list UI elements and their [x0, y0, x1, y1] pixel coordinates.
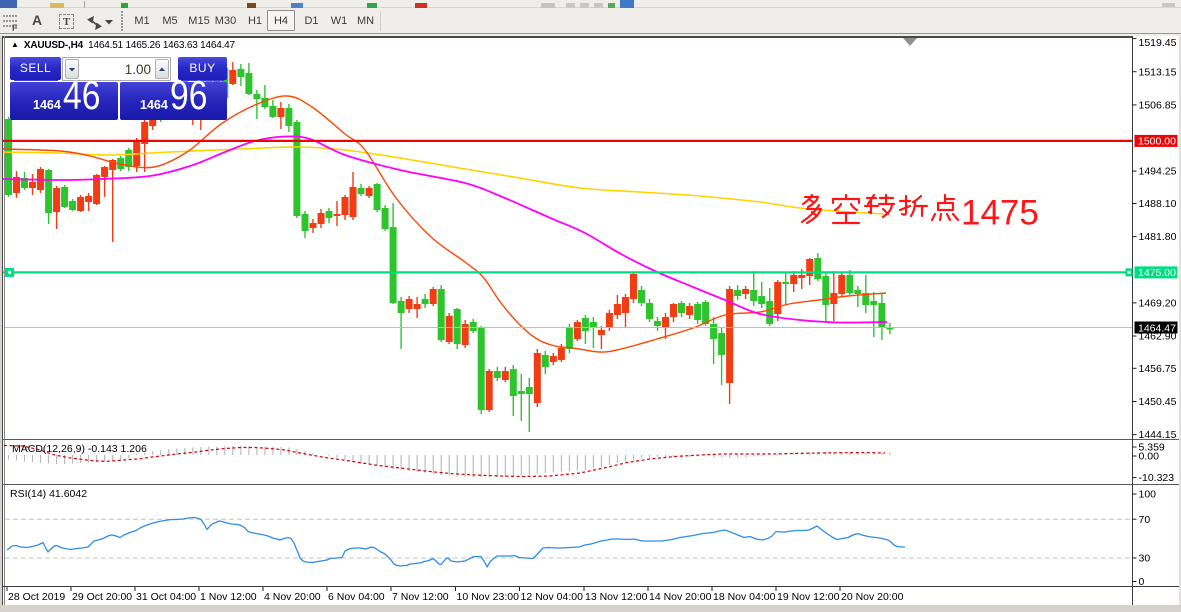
svg-text:1456.75: 1456.75: [1139, 363, 1177, 375]
svg-text:100: 100: [1139, 489, 1157, 501]
svg-text:1494.25: 1494.25: [1139, 166, 1177, 178]
svg-text:1444.15: 1444.15: [1139, 429, 1177, 441]
svg-text:5.359: 5.359: [1139, 442, 1165, 454]
svg-text:1475: 1475: [961, 194, 1039, 233]
svg-text:1464.47: 1464.47: [1138, 322, 1176, 334]
svg-text:70: 70: [1139, 514, 1151, 526]
svg-text:1513.15: 1513.15: [1139, 66, 1177, 78]
svg-text:1450.45: 1450.45: [1139, 396, 1177, 408]
svg-text:12 Nov 04:00: 12 Nov 04:00: [521, 591, 584, 603]
svg-text:RSI(14) 41.6042: RSI(14) 41.6042: [10, 488, 87, 500]
svg-text:29 Oct 20:00: 29 Oct 20:00: [72, 591, 132, 603]
svg-text:13 Nov 12:00: 13 Nov 12:00: [585, 591, 648, 603]
svg-text:1500.00: 1500.00: [1138, 136, 1176, 148]
svg-text:1506.85: 1506.85: [1139, 100, 1177, 112]
svg-text:6 Nov 04:00: 6 Nov 04:00: [328, 591, 385, 603]
svg-text:18 Nov 04:00: 18 Nov 04:00: [713, 591, 776, 603]
svg-text:1488.10: 1488.10: [1139, 198, 1177, 210]
svg-text:30: 30: [1139, 553, 1151, 565]
svg-text:1519.45: 1519.45: [1139, 37, 1177, 49]
svg-text:0: 0: [1139, 576, 1145, 588]
svg-text:1469.20: 1469.20: [1139, 298, 1177, 310]
svg-text:1 Nov 12:00: 1 Nov 12:00: [200, 591, 257, 603]
svg-text:-10.323: -10.323: [1139, 472, 1175, 484]
svg-text:31 Oct 04:00: 31 Oct 04:00: [136, 591, 196, 603]
svg-text:14 Nov 20:00: 14 Nov 20:00: [649, 591, 712, 603]
svg-text:1481.80: 1481.80: [1139, 231, 1177, 243]
svg-text:0.00: 0.00: [1139, 451, 1160, 463]
svg-text:1475.00: 1475.00: [1138, 267, 1176, 279]
svg-text:7 Nov 12:00: 7 Nov 12:00: [392, 591, 449, 603]
svg-text:20 Nov 20:00: 20 Nov 20:00: [841, 591, 904, 603]
svg-text:28 Oct 2019: 28 Oct 2019: [8, 591, 65, 603]
svg-text:1462.90: 1462.90: [1139, 331, 1177, 343]
svg-text:19 Nov 12:00: 19 Nov 12:00: [777, 591, 840, 603]
svg-text:10 Nov 23:00: 10 Nov 23:00: [457, 591, 520, 603]
svg-text:4 Nov 20:00: 4 Nov 20:00: [264, 591, 321, 603]
svg-text:MACD(12,26,9) -0.143 1.206: MACD(12,26,9) -0.143 1.206: [12, 443, 147, 455]
